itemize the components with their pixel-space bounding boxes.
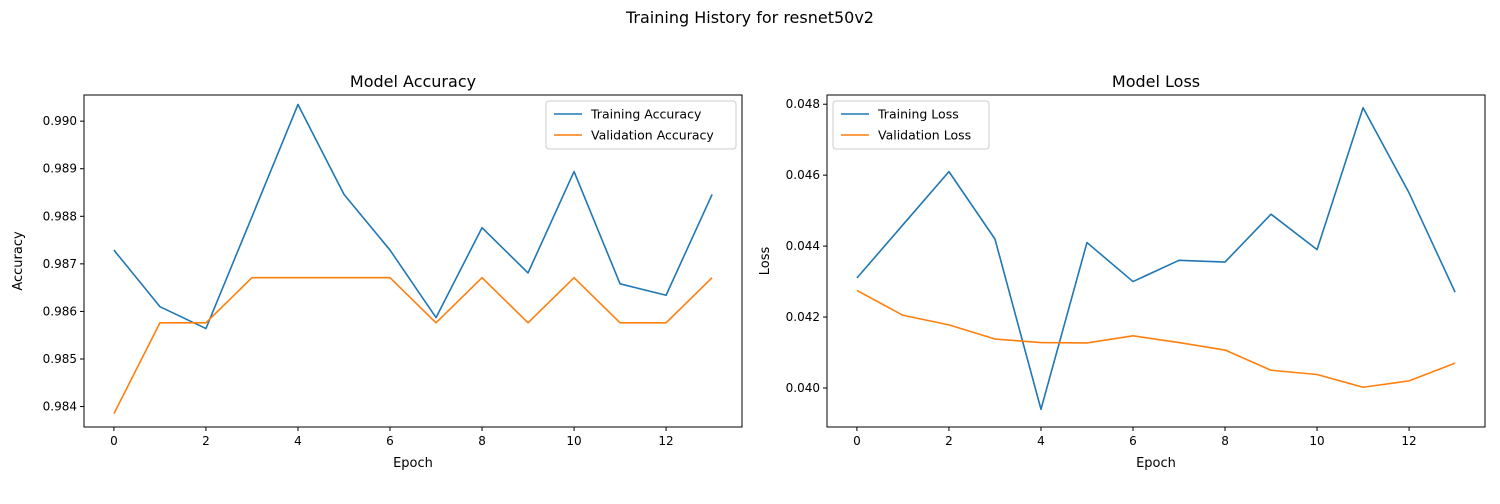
chart-title: Model Loss	[1112, 72, 1200, 91]
x-tick-label: 12	[658, 434, 673, 448]
x-axis-label: Epoch	[393, 456, 433, 471]
x-tick-label: 10	[1309, 434, 1324, 448]
x-axis-label: Epoch	[1136, 456, 1176, 471]
y-tick-label: 0.988	[43, 209, 77, 223]
legend-label-1: Training Accuracy	[590, 107, 702, 122]
x-tick-label: 12	[1401, 434, 1416, 448]
x-tick-label: 0	[853, 434, 861, 448]
y-tick-label: 0.987	[43, 257, 77, 271]
y-tick-label: 0.989	[43, 162, 77, 176]
series-line-1	[113, 103, 713, 330]
series-line-2	[113, 276, 713, 415]
x-tick-label: 10	[566, 434, 581, 448]
series-line-2	[856, 289, 1456, 389]
y-axis-label: Loss	[758, 247, 773, 276]
series-line-1	[856, 106, 1456, 411]
y-tick-label: 0.046	[786, 168, 820, 182]
y-axis-label: Accuracy	[11, 231, 26, 291]
chart-title: Model Accuracy	[350, 72, 476, 91]
x-tick-label: 8	[1221, 434, 1229, 448]
plot-frame	[826, 94, 1486, 428]
y-tick-label: 0.044	[786, 239, 820, 253]
y-tick-label: 0.048	[786, 97, 820, 111]
figure-suptitle: Training History for resnet50v2	[625, 8, 874, 27]
plot-frame	[83, 94, 743, 428]
x-tick-label: 2	[945, 434, 953, 448]
legend-box	[832, 100, 990, 150]
x-tick-label: 0	[110, 434, 118, 448]
x-tick-label: 4	[294, 434, 302, 448]
x-tick-label: 6	[1129, 434, 1137, 448]
legend-label-1: Training Loss	[877, 107, 959, 122]
legend-label-2: Validation Loss	[878, 128, 971, 143]
y-tick-label: 0.042	[786, 310, 820, 324]
legend-label-2: Validation Accuracy	[591, 128, 714, 143]
chart-1: Model Accuracy 0 2 4 6 8 10 12 0.984 0.985 0.986 0.…	[11, 72, 743, 471]
y-tick-label: 0.986	[43, 304, 77, 318]
x-tick-label: 2	[202, 434, 210, 448]
chart-2: Model Loss 0 2 4 6 8 10 12 0.040 0.042 0.044 0.046 0…	[758, 72, 1486, 471]
legend: Training Accuracy Validation Accuracy	[545, 100, 737, 150]
x-tick-label: 8	[478, 434, 486, 448]
y-tick-label: 0.040	[786, 381, 820, 395]
y-tick-label: 0.990	[43, 114, 77, 128]
legend-box	[545, 100, 737, 150]
y-tick-label: 0.984	[43, 400, 77, 414]
legend: Training Loss Validation Loss	[832, 100, 990, 150]
x-tick-label: 6	[386, 434, 394, 448]
x-tick-label: 4	[1037, 434, 1045, 448]
y-tick-label: 0.985	[43, 352, 77, 366]
